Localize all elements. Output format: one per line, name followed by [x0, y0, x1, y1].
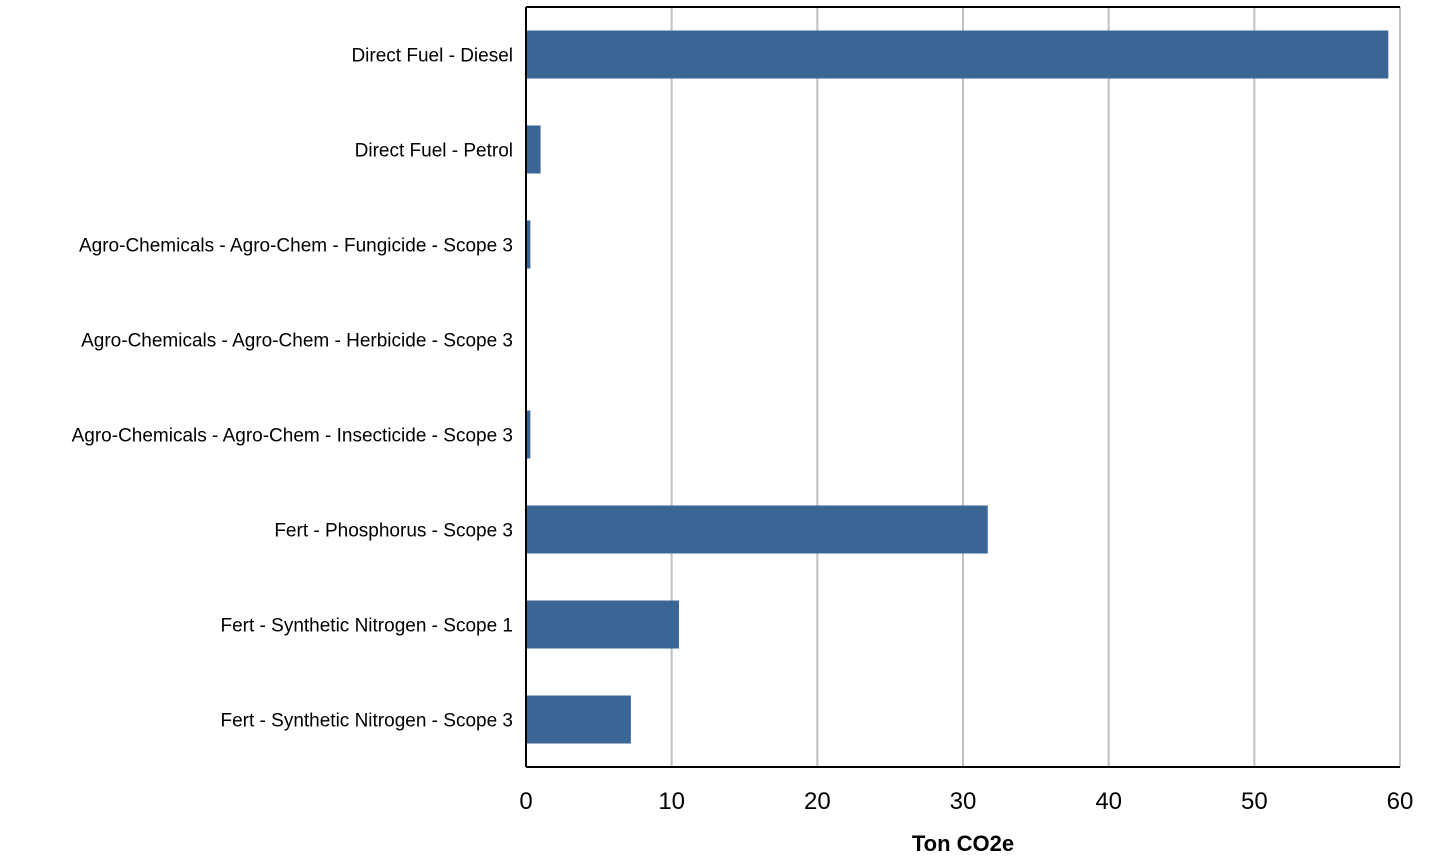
bar: [526, 30, 1389, 79]
x-tick-label: 30: [950, 788, 977, 815]
x-tick-label: 60: [1387, 788, 1414, 815]
x-tick-labels: 0 10 20 30 40 50 60: [519, 788, 1413, 815]
x-tick-label: 0: [519, 788, 532, 815]
category-label: Direct Fuel - Petrol: [355, 141, 513, 162]
gridlines: [670, 7, 1401, 767]
category-label: Agro-Chemicals - Agro-Chem - Insecticide…: [72, 426, 513, 447]
category-labels: Direct Fuel - Diesel Direct Fuel - Petrol…: [72, 46, 513, 732]
category-label: Fert - Phosphorus - Scope 3: [274, 521, 513, 542]
bar: [526, 410, 531, 459]
category-label: Fert - Synthetic Nitrogen - Scope 3: [220, 711, 513, 732]
category-label: Agro-Chemicals - Agro-Chem - Fungicide -…: [79, 236, 513, 257]
x-axis-title: Ton CO2e: [912, 831, 1014, 856]
category-label: Fert - Synthetic Nitrogen - Scope 1: [220, 616, 513, 637]
category-label: Direct Fuel - Diesel: [351, 46, 513, 67]
x-tick-label: 40: [1095, 788, 1122, 815]
bar: [526, 600, 679, 649]
bar: [526, 220, 531, 269]
bar: [526, 505, 988, 554]
bar: [526, 695, 631, 744]
x-tick-label: 50: [1241, 788, 1268, 815]
bar: [526, 125, 541, 174]
category-label: Agro-Chemicals - Agro-Chem - Herbicide -…: [81, 331, 513, 352]
x-tick-label: 10: [658, 788, 685, 815]
x-tick-label: 20: [804, 788, 831, 815]
axes: [525, 6, 1400, 768]
bars: [526, 30, 1389, 744]
